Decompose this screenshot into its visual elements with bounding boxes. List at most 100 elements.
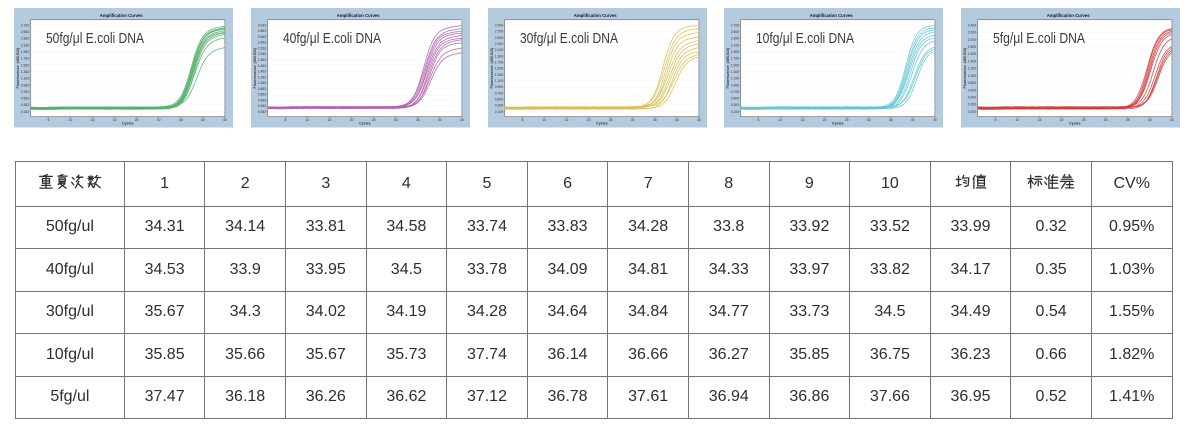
- svg-text:Cycles: Cycles: [832, 121, 844, 125]
- svg-text:1.900: 1.900: [494, 54, 503, 58]
- svg-text:0.700: 0.700: [494, 91, 503, 95]
- svg-text:0.900: 0.900: [494, 85, 503, 89]
- svg-text:1.700: 1.700: [731, 57, 740, 61]
- svg-text:15: 15: [327, 118, 331, 122]
- svg-text:Fluorescence (465-510): Fluorescence (465-510): [726, 47, 730, 88]
- svg-text:1.200: 1.200: [968, 67, 977, 71]
- svg-text:0.262: 0.262: [258, 104, 267, 108]
- svg-text:Cycles: Cycles: [359, 121, 371, 125]
- svg-text:1.262: 1.262: [258, 75, 267, 79]
- svg-text:30: 30: [630, 118, 634, 122]
- svg-text:1.100: 1.100: [731, 77, 740, 81]
- svg-text:5: 5: [284, 118, 286, 122]
- svg-text:Amplification Curves: Amplification Curves: [573, 13, 616, 18]
- svg-text:10fg/μl E.coli DNA: 10fg/μl E.coli DNA: [756, 30, 855, 47]
- svg-text:15: 15: [801, 118, 805, 122]
- svg-text:0.900: 0.900: [731, 83, 740, 87]
- svg-text:10: 10: [1016, 118, 1020, 122]
- svg-text:1.662: 1.662: [258, 64, 267, 68]
- svg-text:Amplification Curves: Amplification Curves: [100, 13, 143, 18]
- svg-text:Cycles: Cycles: [122, 121, 134, 125]
- svg-text:15: 15: [91, 118, 95, 122]
- svg-text:0.100: 0.100: [494, 110, 503, 114]
- svg-text:50fg/μl E.coli DNA: 50fg/μl E.coli DNA: [46, 30, 145, 47]
- svg-text:10: 10: [305, 118, 309, 122]
- svg-text:0.600: 0.600: [968, 88, 977, 92]
- svg-text:0.662: 0.662: [258, 93, 267, 97]
- svg-text:2.400: 2.400: [968, 23, 977, 27]
- svg-text:0.762: 0.762: [21, 90, 30, 94]
- svg-text:0.562: 0.562: [21, 97, 30, 101]
- svg-text:25: 25: [845, 118, 849, 122]
- svg-text:0.862: 0.862: [258, 87, 267, 91]
- svg-text:1.062: 1.062: [258, 81, 267, 85]
- svg-text:45: 45: [460, 118, 464, 122]
- svg-text:0.962: 0.962: [21, 83, 30, 87]
- svg-text:35: 35: [179, 118, 183, 122]
- svg-text:0.462: 0.462: [258, 98, 267, 102]
- svg-text:15: 15: [564, 118, 568, 122]
- svg-text:2.200: 2.200: [968, 31, 977, 35]
- svg-text:2.700: 2.700: [731, 23, 740, 27]
- svg-text:0.000: 0.000: [968, 110, 977, 114]
- svg-text:45: 45: [1170, 118, 1174, 122]
- svg-text:30fg/μl E.coli DNA: 30fg/μl E.coli DNA: [519, 30, 618, 47]
- svg-text:2.162: 2.162: [21, 43, 30, 47]
- svg-text:0.300: 0.300: [494, 104, 503, 108]
- svg-text:2.300: 2.300: [731, 37, 740, 41]
- svg-text:30: 30: [157, 118, 161, 122]
- svg-text:35: 35: [416, 118, 420, 122]
- svg-text:2.100: 2.100: [731, 43, 740, 47]
- svg-text:0.362: 0.362: [21, 103, 30, 107]
- svg-text:Fluorescence (465-510): Fluorescence (465-510): [253, 47, 257, 88]
- svg-text:0.200: 0.200: [968, 103, 977, 107]
- svg-text:1.300: 1.300: [731, 70, 740, 74]
- svg-text:1.900: 1.900: [731, 50, 740, 54]
- svg-text:25: 25: [135, 118, 139, 122]
- svg-text:Cycles: Cycles: [596, 121, 608, 125]
- svg-text:1.862: 1.862: [258, 58, 267, 62]
- svg-text:2.362: 2.362: [21, 37, 30, 41]
- svg-text:0.500: 0.500: [494, 97, 503, 101]
- svg-text:5: 5: [521, 118, 523, 122]
- svg-text:40fg/μl E.coli DNA: 40fg/μl E.coli DNA: [283, 30, 382, 47]
- svg-text:0.500: 0.500: [731, 97, 740, 101]
- svg-text:5: 5: [758, 118, 760, 122]
- svg-text:0.700: 0.700: [731, 90, 740, 94]
- svg-text:2.700: 2.700: [494, 30, 503, 34]
- svg-text:20: 20: [113, 118, 117, 122]
- svg-text:1.762: 1.762: [21, 57, 30, 61]
- svg-text:5fg/μl E.coli DNA: 5fg/μl E.coli DNA: [993, 30, 1086, 47]
- svg-text:1.600: 1.600: [968, 52, 977, 56]
- svg-text:10: 10: [542, 118, 546, 122]
- svg-text:Amplification Curves: Amplification Curves: [337, 13, 380, 18]
- svg-text:40: 40: [674, 118, 678, 122]
- svg-text:20: 20: [586, 118, 590, 122]
- svg-text:0.100: 0.100: [731, 110, 740, 114]
- svg-text:35: 35: [652, 118, 656, 122]
- svg-text:2.062: 2.062: [258, 52, 267, 56]
- svg-text:40: 40: [438, 118, 442, 122]
- svg-text:20: 20: [1060, 118, 1064, 122]
- svg-text:20: 20: [350, 118, 354, 122]
- svg-text:2.862: 2.862: [258, 29, 267, 33]
- svg-text:1.300: 1.300: [494, 73, 503, 77]
- svg-text:1.500: 1.500: [731, 63, 740, 67]
- svg-text:0.162: 0.162: [21, 110, 30, 114]
- svg-text:2.900: 2.900: [494, 23, 503, 27]
- svg-text:2.000: 2.000: [968, 38, 977, 42]
- svg-text:Amplification Curves: Amplification Curves: [810, 13, 853, 18]
- svg-text:40: 40: [1148, 118, 1152, 122]
- svg-text:3.062: 3.062: [258, 23, 267, 27]
- svg-text:0.800: 0.800: [968, 81, 977, 85]
- svg-text:45: 45: [697, 118, 701, 122]
- svg-text:35: 35: [1126, 118, 1130, 122]
- svg-text:Amplification Curves: Amplification Curves: [1047, 13, 1090, 18]
- svg-text:1.362: 1.362: [21, 70, 30, 74]
- svg-text:2.562: 2.562: [21, 30, 30, 34]
- svg-text:2.462: 2.462: [258, 41, 267, 45]
- svg-text:2.500: 2.500: [494, 36, 503, 40]
- svg-text:1.000: 1.000: [968, 74, 977, 78]
- svg-text:5: 5: [47, 118, 49, 122]
- svg-text:2.662: 2.662: [258, 35, 267, 39]
